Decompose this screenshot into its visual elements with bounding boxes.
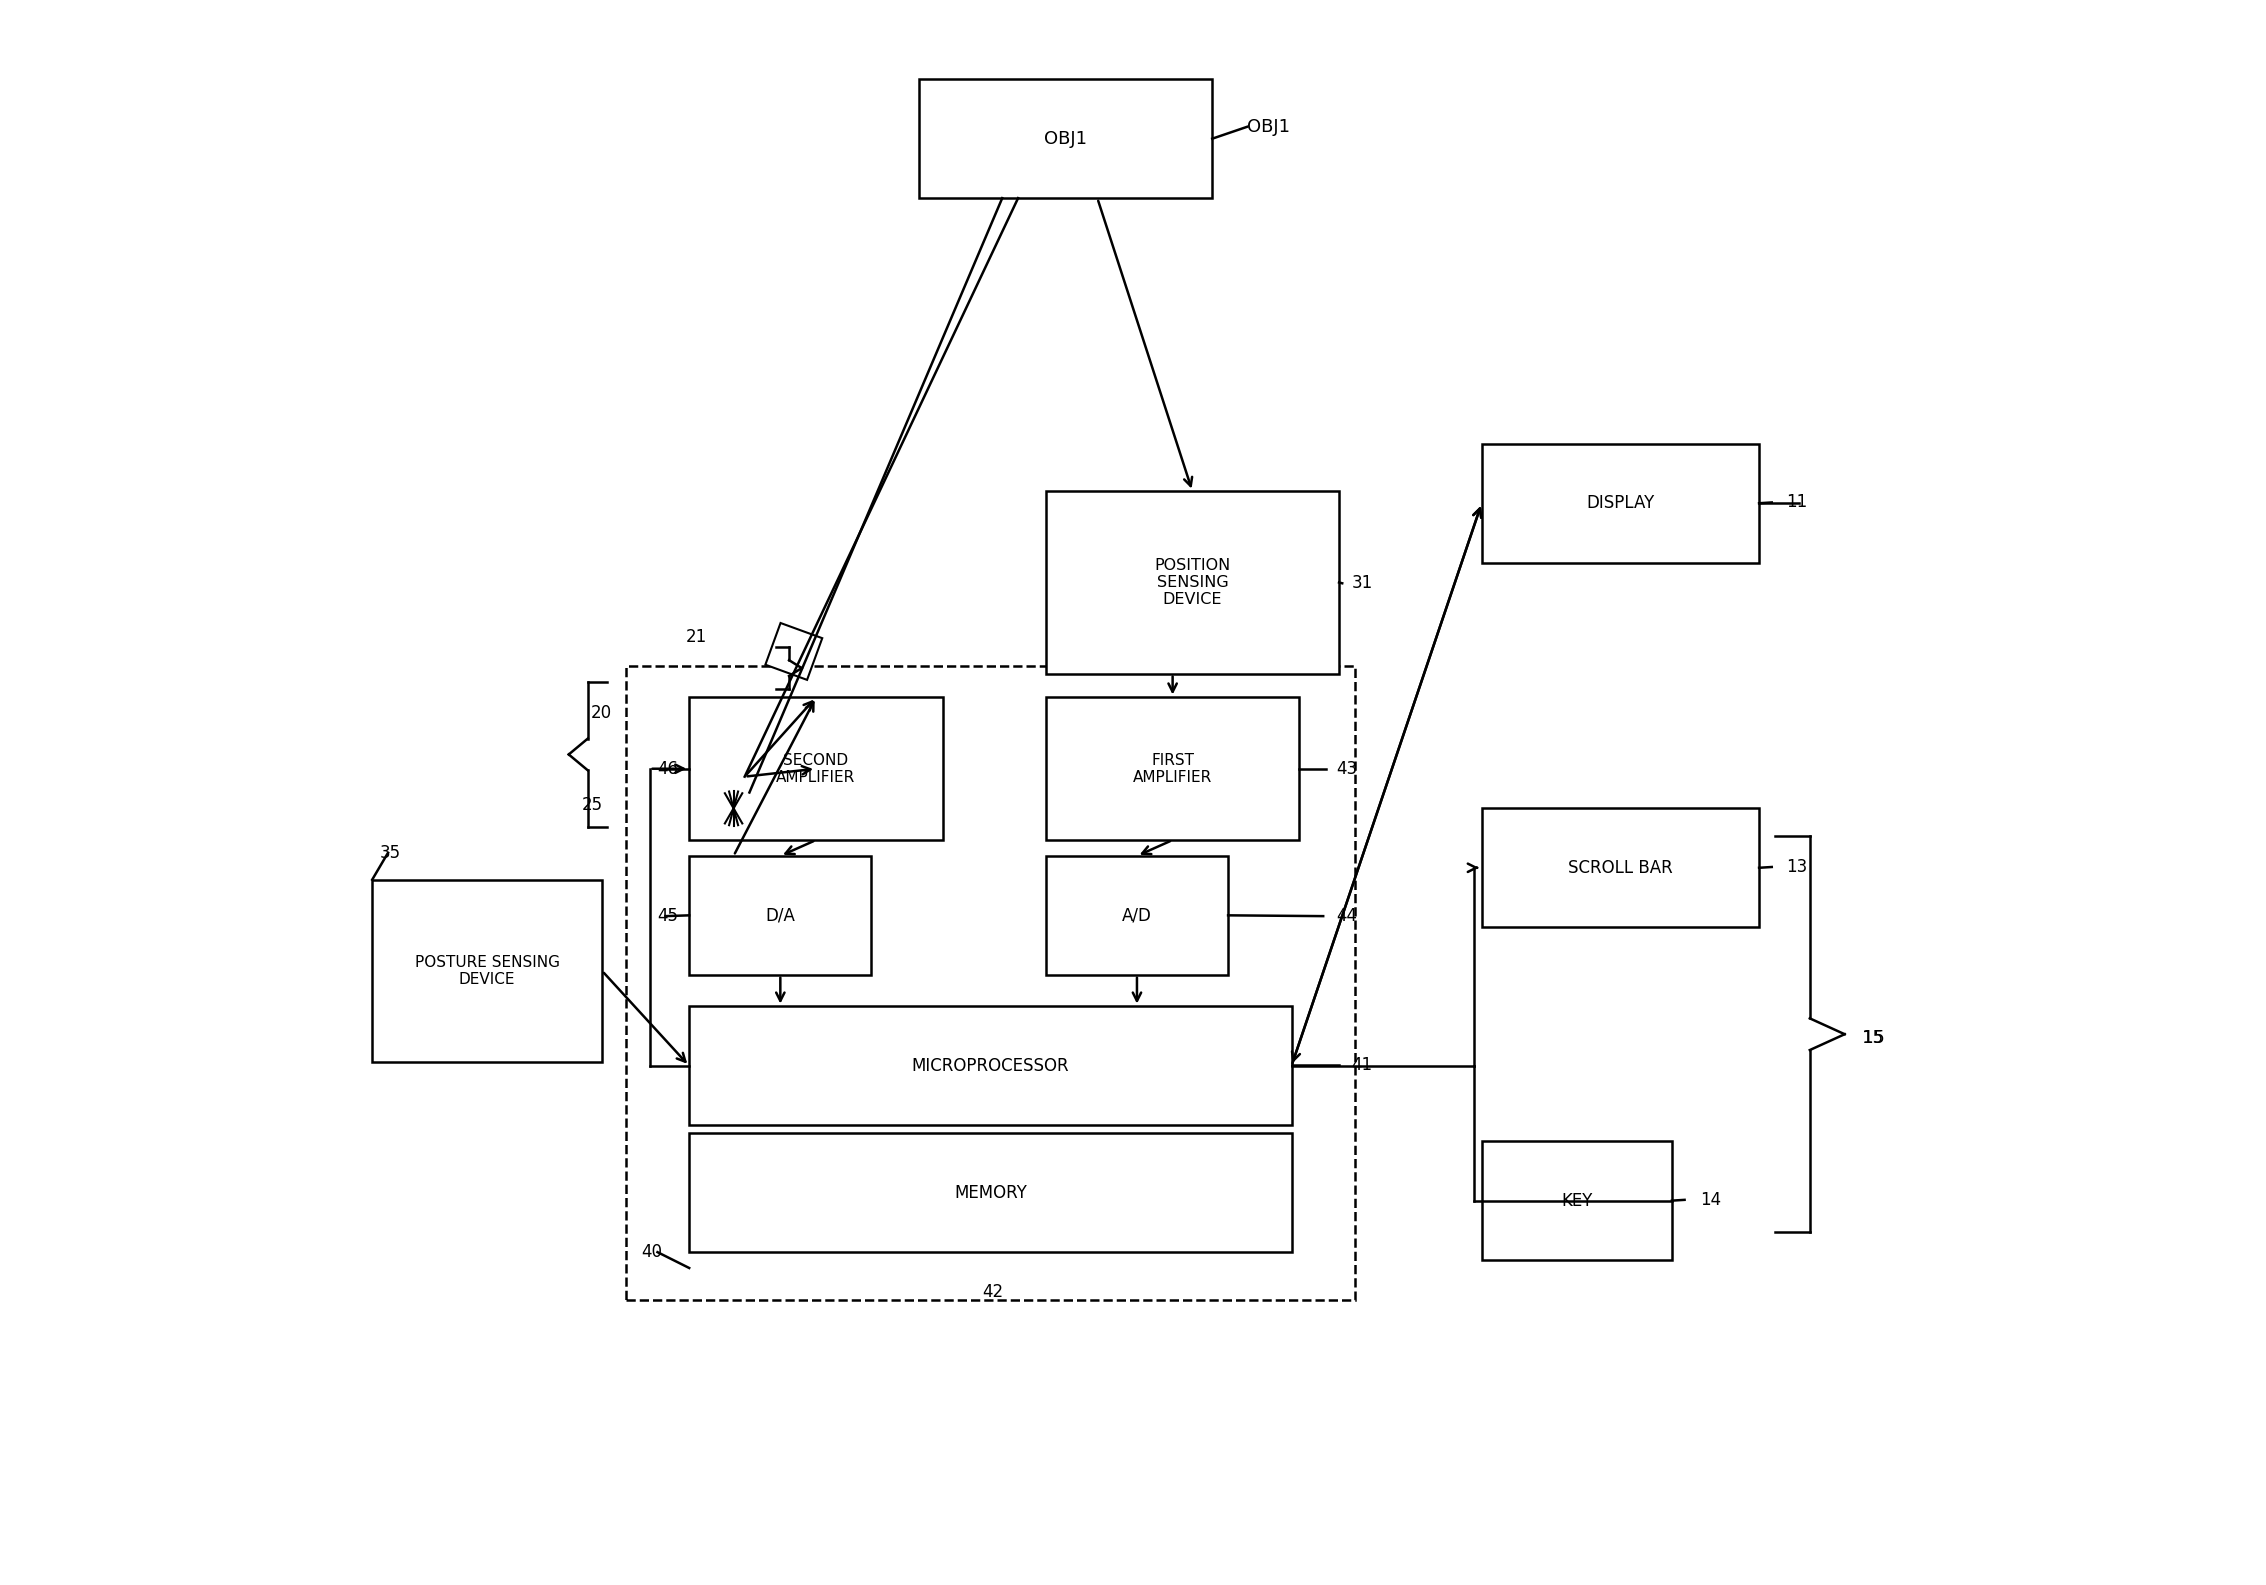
Text: 14: 14 <box>1700 1190 1722 1209</box>
Text: A/D: A/D <box>1122 907 1151 924</box>
Text: 11: 11 <box>1786 493 1808 512</box>
Text: DISPLAY: DISPLAY <box>1586 495 1654 512</box>
Bar <box>766 623 823 680</box>
Text: 20: 20 <box>591 704 612 723</box>
Bar <box>625 666 1355 1300</box>
Text: POSTURE SENSING
DEVICE: POSTURE SENSING DEVICE <box>415 954 560 987</box>
Text: 44: 44 <box>1337 907 1357 926</box>
Text: 15: 15 <box>1863 1029 1883 1048</box>
Bar <box>689 697 943 840</box>
Text: 15: 15 <box>1863 1029 1885 1048</box>
Bar <box>689 856 872 975</box>
Bar <box>372 880 603 1062</box>
Text: 21: 21 <box>687 628 707 647</box>
Text: 41: 41 <box>1353 1056 1373 1075</box>
Text: 31: 31 <box>1353 574 1373 593</box>
Text: OBJ1: OBJ1 <box>1246 117 1289 136</box>
Text: 42: 42 <box>983 1282 1004 1301</box>
Bar <box>1482 444 1758 563</box>
Text: 13: 13 <box>1786 857 1808 877</box>
Bar <box>1482 1141 1672 1260</box>
Text: OBJ1: OBJ1 <box>1045 130 1088 147</box>
Text: 40: 40 <box>641 1243 662 1262</box>
Text: 43: 43 <box>1337 759 1357 778</box>
Text: POSITION
SENSING
DEVICE: POSITION SENSING DEVICE <box>1153 558 1230 607</box>
Bar <box>689 1133 1292 1252</box>
Text: FIRST
AMPLIFIER: FIRST AMPLIFIER <box>1133 753 1212 785</box>
Bar <box>689 1006 1292 1125</box>
Text: SECOND
AMPLIFIER: SECOND AMPLIFIER <box>777 753 857 785</box>
Text: MICROPROCESSOR: MICROPROCESSOR <box>911 1057 1070 1075</box>
Text: D/A: D/A <box>766 907 795 924</box>
Bar <box>1047 491 1339 674</box>
Text: 46: 46 <box>657 759 678 778</box>
Text: 25: 25 <box>582 796 603 815</box>
Bar <box>920 79 1212 198</box>
Text: 45: 45 <box>657 907 678 926</box>
Bar <box>1482 808 1758 927</box>
Text: MEMORY: MEMORY <box>954 1184 1026 1201</box>
Bar <box>1047 697 1298 840</box>
Text: KEY: KEY <box>1561 1192 1593 1209</box>
Bar <box>1047 856 1228 975</box>
Text: 35: 35 <box>381 843 401 862</box>
Text: SCROLL BAR: SCROLL BAR <box>1568 859 1672 877</box>
